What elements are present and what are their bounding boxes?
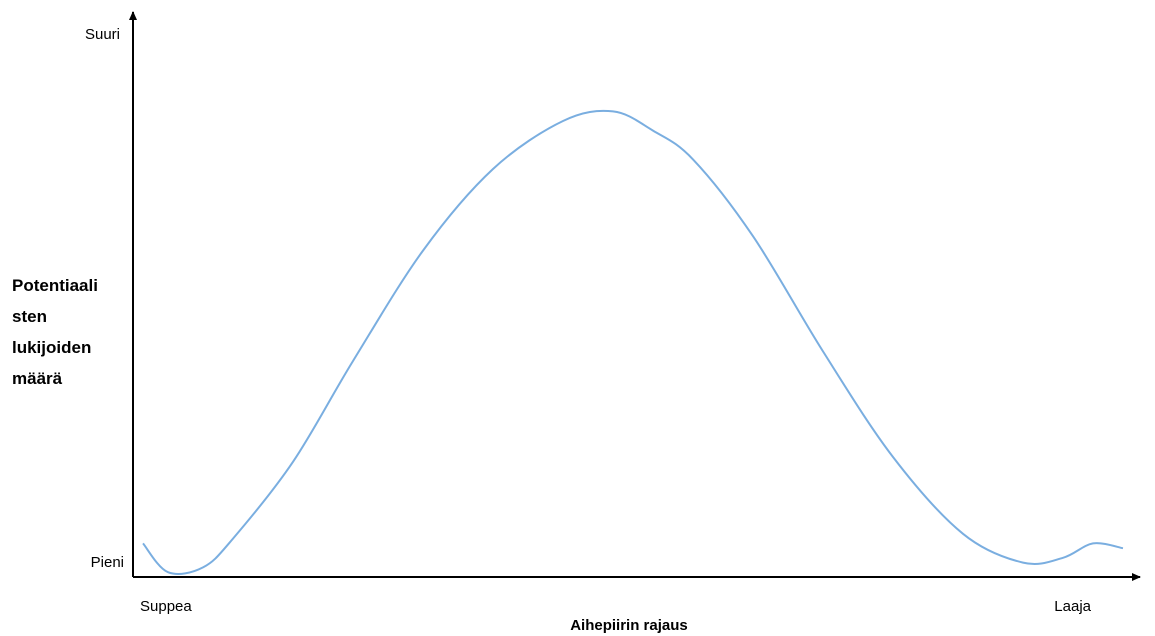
y-tick-label-top: Suuri <box>85 26 120 43</box>
x-axis-label: Aihepiirin rajaus <box>570 617 688 634</box>
series-line-0 <box>142 109 1124 575</box>
y-tick-label-bottom: Pieni <box>91 554 124 571</box>
axes <box>129 11 1141 581</box>
x-tick-label-right: Laaja <box>1054 598 1091 615</box>
y-axis-label: Potentiaali sten lukijoiden määrä <box>12 276 98 388</box>
x-tick-label-left: Suppea <box>140 598 192 615</box>
plot-area <box>142 109 1124 575</box>
